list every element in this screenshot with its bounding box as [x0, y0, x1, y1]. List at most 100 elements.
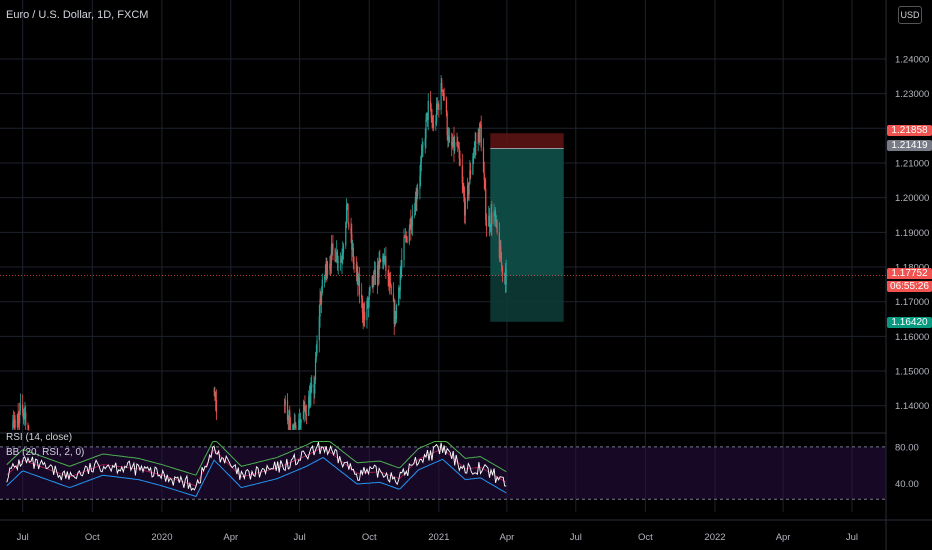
candle-body [13, 419, 15, 421]
candle-body [339, 260, 342, 262]
candle-body [403, 237, 405, 260]
candle-body [334, 249, 336, 262]
candle-body [389, 282, 391, 286]
candle-body [28, 429, 30, 431]
candle-body [316, 340, 318, 354]
time-tick-label: Jul [846, 532, 858, 543]
candle-body [292, 425, 295, 428]
candle-body [419, 175, 421, 189]
candle-body [330, 246, 332, 266]
candle-body [469, 170, 471, 184]
candle-body [319, 298, 321, 317]
candle-body [482, 147, 485, 173]
candle-body [395, 305, 398, 320]
candle-body [504, 274, 507, 285]
candle-body [392, 293, 395, 302]
candle-body [24, 412, 26, 419]
bb-upper-band [6, 441, 507, 476]
price-tick-label: 1.15000 [895, 367, 929, 378]
candle-body [27, 424, 29, 430]
candle-body [329, 263, 331, 270]
candle-body [457, 145, 460, 149]
candle-body [452, 137, 454, 147]
candle-body [453, 137, 455, 152]
candle-body [358, 277, 360, 285]
bb-indicator-label[interactable]: BB (20, RSI, 2, 0) [6, 447, 85, 458]
candle-body [454, 142, 456, 152]
candle-body [399, 275, 401, 291]
candle-body [494, 212, 497, 222]
candle-body [288, 410, 290, 421]
candle-body [415, 196, 417, 202]
candle-body [400, 268, 402, 276]
rsi-level-label: 80.00 [895, 442, 919, 453]
candle-body [466, 184, 469, 202]
candle-body [491, 212, 493, 225]
candle-body [320, 298, 322, 304]
candle-body [442, 90, 444, 91]
rsi-indicator-label[interactable]: RSI (14, close) [6, 432, 73, 443]
candle-body [485, 219, 488, 227]
candle-body [383, 256, 385, 262]
candle-body [369, 286, 371, 292]
candle-body [498, 232, 500, 258]
candle-body [336, 251, 339, 263]
candle-body [342, 245, 345, 253]
candle-body [314, 379, 316, 394]
candle-body [468, 183, 470, 195]
candle-body [215, 394, 217, 400]
candle-body [327, 269, 329, 276]
candle-body [379, 258, 381, 261]
candle-body [404, 235, 407, 238]
candle-body [350, 227, 352, 234]
rsi-line [6, 442, 507, 492]
bb-basis-line [6, 446, 507, 487]
candle-body [299, 419, 301, 429]
candle-body [398, 287, 401, 291]
candle-body [445, 99, 448, 113]
candle-body [426, 112, 428, 120]
candle-body [421, 146, 423, 155]
entry-price-badge: 1.21419 [887, 140, 932, 151]
candle-body [451, 145, 454, 147]
candle-body [443, 93, 445, 100]
candle-body [464, 201, 466, 216]
candle-body [411, 226, 413, 230]
candle-body [416, 195, 418, 202]
time-tick-label: Apr [223, 532, 238, 543]
time-tick-label: 2020 [151, 532, 172, 543]
time-tick-label: 2022 [704, 532, 725, 543]
candle-body [463, 196, 466, 216]
candle-body [213, 390, 215, 393]
candle-body [456, 142, 458, 145]
candle-body [22, 404, 24, 413]
time-tick-label: Apr [776, 532, 791, 543]
candle-body [420, 154, 423, 163]
currency-button[interactable]: USD [898, 6, 922, 24]
candle-body [356, 271, 358, 273]
candle-body [16, 414, 19, 428]
bb-lower-band [6, 456, 507, 498]
time-tick-label: Jul [294, 532, 306, 543]
candle-body [336, 251, 338, 261]
candle-body [432, 124, 435, 128]
candle-body [442, 90, 444, 94]
candle-body [431, 118, 433, 122]
stop-loss-zone [490, 133, 564, 149]
price-tick-label: 1.21000 [895, 158, 929, 169]
countdown-badge: 06:55:26 [887, 281, 932, 292]
candle-body [420, 162, 422, 176]
candle-body [367, 299, 370, 307]
candle-body [504, 274, 506, 275]
candle-body [321, 279, 323, 294]
candle-body [364, 312, 366, 321]
candle-body [435, 122, 437, 125]
candle-body [500, 246, 502, 263]
candle-body [25, 412, 27, 425]
rsi-band [0, 446, 886, 500]
candles-group [12, 75, 507, 431]
candle-body [405, 235, 407, 237]
candle-body [300, 419, 302, 424]
candle-body [501, 266, 503, 275]
